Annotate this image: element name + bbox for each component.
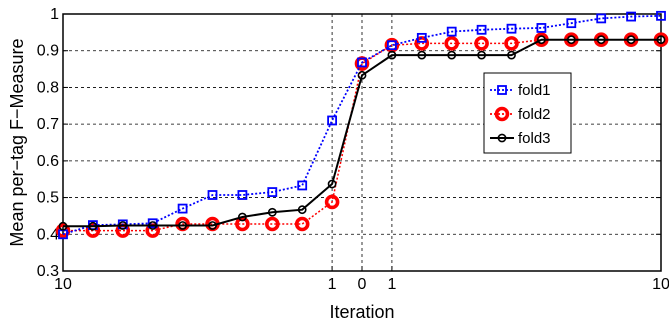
point-fold2-marker: [235, 216, 250, 232]
point-fold1-marker: [327, 115, 338, 126]
point-fold3-marker: [596, 35, 606, 45]
point-fold1-marker: [416, 32, 427, 43]
point-fold3-marker: [237, 212, 247, 222]
point-fold3-marker: [178, 221, 187, 230]
y-tick-label: 0.6: [37, 153, 59, 170]
point-fold3-marker: [148, 221, 158, 230]
y-tick-label: 0.3: [37, 263, 59, 280]
point-fold3-marker: [656, 35, 666, 45]
legend-label-fold2: fold2: [518, 106, 551, 123]
point-fold3-marker: [357, 70, 367, 80]
legend: fold1 fold2 fold3: [483, 72, 572, 154]
point-fold2-marker: [444, 36, 460, 51]
series-line-fold3: [63, 38, 661, 228]
legend-label-fold3: fold3: [518, 130, 551, 147]
series-fold3: [58, 35, 666, 231]
series: [55, 10, 669, 240]
point-fold3-marker: [566, 35, 576, 45]
point-fold1-marker: [626, 11, 636, 22]
point-fold3-marker: [118, 221, 128, 230]
point-fold1-marker: [357, 57, 367, 68]
point-fold3-marker: [58, 221, 68, 231]
point-fold1-marker: [207, 190, 218, 200]
point-fold3-marker: [327, 179, 337, 189]
y-tick-label: 0.5: [37, 190, 59, 207]
point-fold1-marker: [506, 23, 517, 34]
point-fold1-marker: [237, 190, 248, 200]
point-fold2-marker: [504, 36, 519, 51]
point-fold3-marker: [417, 50, 427, 60]
point-fold3-marker: [447, 50, 457, 60]
legend-label-fold1: fold1: [518, 82, 551, 99]
point-fold1-marker: [596, 13, 607, 24]
series-line-fold1: [62, 14, 662, 236]
legend-fold3-marker: [497, 133, 507, 143]
point-fold2-marker: [384, 37, 400, 53]
y-tick-label: 0.4: [37, 226, 59, 243]
point-fold3-marker: [267, 207, 277, 217]
point-fold2-marker: [474, 36, 489, 51]
point-fold3-marker: [208, 221, 217, 230]
point-fold1-marker: [446, 26, 457, 37]
y-tick-label: 0.8: [37, 79, 59, 96]
point-fold2-marker: [85, 223, 101, 238]
x-tick-label: 10: [652, 276, 669, 293]
point-fold3-marker: [88, 221, 98, 231]
point-fold1-marker: [386, 40, 397, 51]
y-tick-label: 1: [50, 6, 59, 23]
point-fold3-marker: [297, 205, 307, 215]
x-tick-label: 1: [387, 276, 396, 293]
point-fold1-marker: [566, 18, 577, 29]
x-tick-label: 10: [54, 276, 72, 293]
point-fold1-marker: [147, 218, 158, 229]
point-fold1-marker: [177, 203, 188, 214]
y-tick-label: 0.7: [37, 116, 59, 133]
y-axis-label: Mean per−tag F−Measure: [7, 38, 27, 246]
point-fold2-marker: [55, 223, 71, 238]
point-fold2-marker: [294, 216, 310, 232]
x-axis-label: Iteration: [329, 302, 394, 322]
point-fold1-marker: [476, 24, 487, 35]
x-tick-label: 1: [328, 276, 337, 293]
point-fold1-marker: [297, 180, 308, 191]
x-tick-label: 0: [358, 276, 367, 293]
point-fold3-marker: [387, 50, 397, 60]
point-fold2-marker: [264, 216, 280, 232]
legend-fold1-marker: [497, 85, 507, 95]
point-fold3-marker: [477, 50, 486, 60]
y-tick-label: 0.9: [37, 43, 59, 60]
point-fold3-marker: [626, 35, 636, 45]
point-fold1-marker: [267, 187, 278, 197]
point-fold3-marker: [537, 35, 546, 45]
point-fold1-marker: [656, 10, 666, 21]
point-fold2-marker: [324, 194, 340, 210]
point-fold1-marker: [536, 23, 547, 33]
point-fold3-marker: [507, 50, 516, 60]
legend-fold2-marker: [494, 106, 510, 122]
